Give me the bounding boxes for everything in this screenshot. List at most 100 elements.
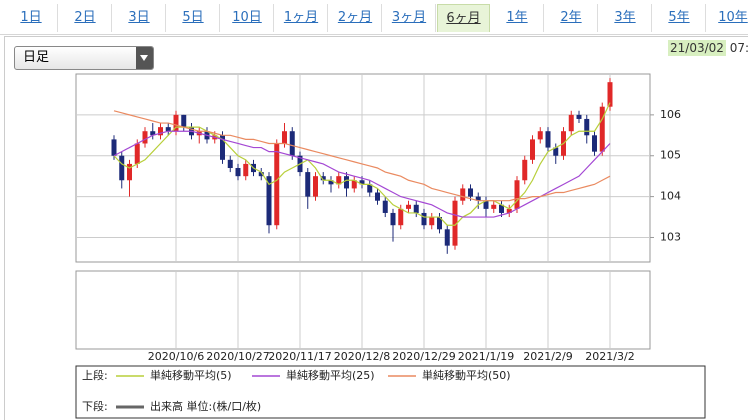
period-tab[interactable]: 3日: [113, 4, 166, 32]
candle-body: [437, 217, 442, 230]
candle-body: [460, 188, 466, 201]
period-tab[interactable]: 1日: [5, 4, 58, 32]
legend-section-label: 上段:: [82, 368, 108, 382]
timestamp-time: 07:: [729, 41, 748, 55]
candle-body: [367, 184, 373, 193]
candle-body: [429, 217, 435, 226]
candle-body: [119, 155, 125, 181]
candle-body: [576, 114, 582, 119]
candle-body: [530, 139, 535, 160]
candle-body: [328, 180, 334, 185]
y-tick-label: 103: [660, 230, 681, 243]
y-tick-label: 106: [660, 108, 681, 121]
moving-average-line: [113, 102, 611, 226]
x-tick-label: 2020/10/6: [148, 350, 204, 363]
x-tick-label: 2021/3/2: [585, 350, 634, 363]
x-tick-label: 2020/12/29: [392, 350, 455, 363]
candle-body: [553, 147, 559, 156]
moving-average-line: [113, 130, 611, 218]
timestamp-date: 21/03/02: [668, 40, 726, 56]
candle-body: [421, 212, 427, 226]
candle-body: [568, 114, 574, 132]
candle-body: [150, 131, 156, 136]
candle-body: [584, 118, 590, 136]
candle-body: [134, 143, 140, 164]
interval-dropdown[interactable]: 日足: [14, 46, 154, 70]
candle-body: [344, 176, 349, 189]
legend-label: 単純移動平均(50): [422, 368, 511, 382]
candle-body: [235, 168, 241, 177]
candle-body: [258, 172, 264, 177]
x-tick-label: 2021/2/9: [523, 350, 572, 363]
timestamp: 21/03/02 07:: [668, 40, 748, 56]
period-tab[interactable]: 6ヶ月: [437, 4, 490, 32]
period-tab[interactable]: 3年: [599, 4, 652, 32]
chart-panel: [4, 36, 748, 420]
period-tab[interactable]: 1年: [491, 4, 544, 32]
candle-body: [475, 196, 481, 201]
legend-label: 単純移動平均(25): [286, 368, 375, 382]
x-tick-label: 2020/12/8: [334, 350, 390, 363]
dropdown-label: 日足: [23, 50, 50, 65]
x-tick-label: 2021/1/19: [458, 350, 514, 363]
candle-body: [282, 131, 287, 144]
candle-body: [173, 114, 179, 132]
candle-body: [592, 135, 597, 152]
moving-average-line: [113, 110, 611, 202]
candle-body: [406, 204, 411, 209]
candle-body: [398, 208, 404, 226]
period-tab[interactable]: 2ヶ月: [329, 4, 382, 32]
candle-body: [599, 106, 605, 152]
x-tick-label: 2020/11/17: [268, 350, 331, 363]
candle-body: [413, 204, 419, 213]
y-tick-label: 105: [660, 149, 681, 162]
candle-body: [274, 143, 280, 226]
period-tab[interactable]: 3ヶ月: [383, 4, 436, 32]
dropdown-arrow[interactable]: [136, 47, 153, 69]
candle-body: [522, 159, 528, 181]
candle-body: [444, 229, 450, 246]
period-tab[interactable]: 10日: [221, 4, 274, 32]
candle-body: [243, 163, 249, 177]
legend-box: [75, 365, 706, 419]
candle-body: [142, 131, 148, 144]
candle-body: [499, 204, 504, 213]
period-tab[interactable]: 5年: [653, 4, 706, 32]
candle-body: [158, 127, 163, 136]
candle-body: [220, 135, 225, 160]
candle-body: [607, 82, 613, 107]
period-tab[interactable]: 5日: [167, 4, 220, 32]
candle-body: [514, 180, 520, 209]
candle-body: [266, 176, 272, 226]
candle-body: [111, 139, 117, 156]
period-tabs: 1日 2日 3日 5日 10日 1ヶ月 2ヶ月 3ヶ月 6ヶ月 1年 2年 3年 5年 10年: [0, 0, 748, 35]
candle-body: [351, 180, 357, 189]
period-tab[interactable]: 10年: [707, 4, 748, 32]
period-tab[interactable]: 2日: [59, 4, 112, 32]
candle-body: [452, 200, 458, 246]
period-tab[interactable]: 1ヶ月: [275, 4, 328, 32]
candle-body: [390, 212, 396, 226]
candle-body: [382, 200, 388, 213]
period-tab[interactable]: 2年: [545, 4, 598, 32]
candle-body: [375, 192, 380, 201]
legend-label: 単純移動平均(5): [150, 368, 232, 382]
candle-body: [336, 176, 342, 185]
candle-body: [127, 163, 132, 181]
y-tick-label: 104: [660, 190, 681, 203]
candle-body: [491, 204, 497, 209]
candle-body: [537, 131, 543, 140]
candle-body: [320, 176, 326, 181]
candle-body: [289, 131, 295, 156]
candle-body: [181, 114, 187, 128]
candle-body: [313, 176, 318, 197]
upper-panel: [75, 73, 651, 263]
candle-body: [305, 172, 311, 197]
legend-section-label: 下段:: [82, 399, 108, 413]
candle-body: [468, 188, 473, 197]
x-tick-label: 2020/10/27: [206, 350, 269, 363]
candle-body: [483, 200, 489, 209]
lower-panel: [75, 270, 651, 350]
